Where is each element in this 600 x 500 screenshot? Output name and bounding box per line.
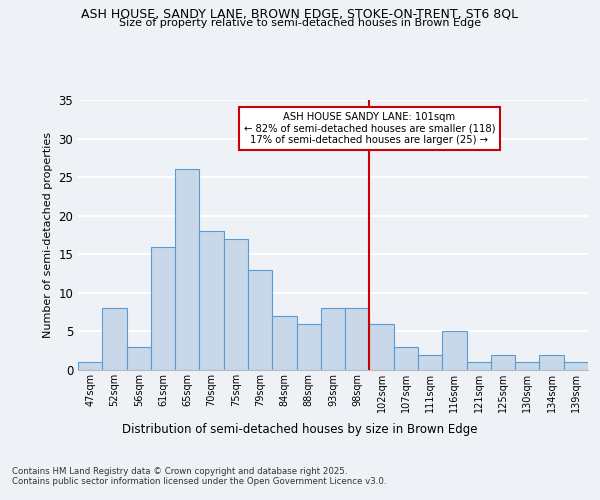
Bar: [539, 354, 564, 370]
Text: Contains public sector information licensed under the Open Government Licence v3: Contains public sector information licen…: [12, 478, 386, 486]
Bar: [248, 270, 272, 370]
Bar: [515, 362, 539, 370]
Bar: [467, 362, 491, 370]
Bar: [442, 332, 467, 370]
Text: ASH HOUSE SANDY LANE: 101sqm
← 82% of semi-detached houses are smaller (118)
17%: ASH HOUSE SANDY LANE: 101sqm ← 82% of se…: [244, 112, 495, 145]
Bar: [394, 347, 418, 370]
Bar: [78, 362, 102, 370]
Bar: [102, 308, 127, 370]
Bar: [272, 316, 296, 370]
Bar: [199, 231, 224, 370]
Bar: [345, 308, 370, 370]
Bar: [175, 170, 199, 370]
Bar: [127, 347, 151, 370]
Bar: [151, 246, 175, 370]
Bar: [491, 354, 515, 370]
Text: Contains HM Land Registry data © Crown copyright and database right 2025.: Contains HM Land Registry data © Crown c…: [12, 468, 347, 476]
Y-axis label: Number of semi-detached properties: Number of semi-detached properties: [43, 132, 53, 338]
Bar: [296, 324, 321, 370]
Bar: [564, 362, 588, 370]
Bar: [321, 308, 345, 370]
Text: Distribution of semi-detached houses by size in Brown Edge: Distribution of semi-detached houses by …: [122, 422, 478, 436]
Text: Size of property relative to semi-detached houses in Brown Edge: Size of property relative to semi-detach…: [119, 18, 481, 28]
Bar: [418, 354, 442, 370]
Bar: [370, 324, 394, 370]
Text: ASH HOUSE, SANDY LANE, BROWN EDGE, STOKE-ON-TRENT, ST6 8QL: ASH HOUSE, SANDY LANE, BROWN EDGE, STOKE…: [82, 8, 518, 20]
Bar: [224, 239, 248, 370]
